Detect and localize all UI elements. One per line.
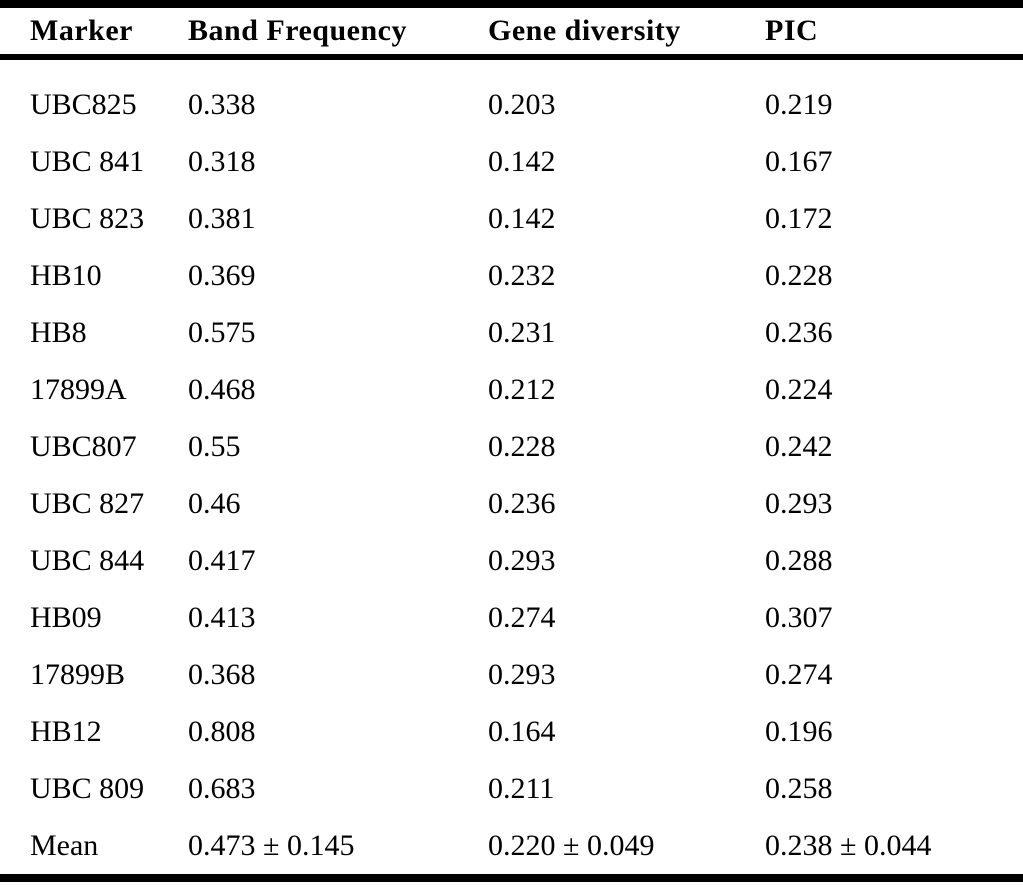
table-row: UBC825 0.338 0.203 0.219 <box>0 57 1023 133</box>
gene-diversity-cell: 0.142 <box>488 201 556 235</box>
table-row-mean: Mean 0.473 ± 0.145 0.220 ± 0.049 0.238 ±… <box>0 817 1023 878</box>
gene-diversity-cell: 0.293 <box>488 543 556 577</box>
pic-cell: 0.236 <box>765 315 833 349</box>
band-frequency-cell: 0.808 <box>188 714 256 748</box>
pic-cell: 0.288 <box>765 543 833 577</box>
gene-diversity-cell: 0.232 <box>488 258 556 292</box>
table-row: UBC 841 0.318 0.142 0.167 <box>0 133 1023 190</box>
table-row: UBC 823 0.381 0.142 0.172 <box>0 190 1023 247</box>
marker-cell: UBC807 <box>30 429 137 463</box>
marker-cell: Mean <box>30 828 99 862</box>
marker-cell: HB10 <box>30 258 102 292</box>
band-frequency-cell: 0.417 <box>188 543 256 577</box>
pic-cell: 0.219 <box>765 87 833 121</box>
table-row: HB10 0.369 0.232 0.228 <box>0 247 1023 304</box>
band-frequency-cell: 0.55 <box>188 429 241 463</box>
gene-diversity-cell: 0.231 <box>488 315 556 349</box>
gene-diversity-cell: 0.203 <box>488 87 556 121</box>
pic-cell: 0.238 ± 0.044 <box>765 828 932 862</box>
marker-cell: UBC825 <box>30 87 137 121</box>
pic-cell: 0.274 <box>765 657 833 691</box>
table-row: UBC 809 0.683 0.211 0.258 <box>0 760 1023 817</box>
band-frequency-cell: 0.338 <box>188 87 256 121</box>
pic-cell: 0.242 <box>765 429 833 463</box>
band-frequency-cell: 0.468 <box>188 372 256 406</box>
pic-cell: 0.172 <box>765 201 833 235</box>
marker-cell: UBC 827 <box>30 486 145 520</box>
gene-diversity-cell: 0.236 <box>488 486 556 520</box>
gene-diversity-cell: 0.142 <box>488 144 556 178</box>
gene-diversity-cell: 0.220 ± 0.049 <box>488 828 655 862</box>
band-frequency-cell: 0.575 <box>188 315 256 349</box>
marker-cell: HB09 <box>30 600 102 634</box>
marker-cell: 17899A <box>30 372 127 406</box>
gene-diversity-cell: 0.212 <box>488 372 556 406</box>
band-frequency-cell: 0.473 ± 0.145 <box>188 828 355 862</box>
pic-cell: 0.224 <box>765 372 833 406</box>
band-frequency-cell: 0.368 <box>188 657 256 691</box>
table-row: 17899B 0.368 0.293 0.274 <box>0 646 1023 703</box>
table-row: HB8 0.575 0.231 0.236 <box>0 304 1023 361</box>
marker-cell: UBC 809 <box>30 771 145 805</box>
column-header-gene-diversity: Gene diversity <box>488 4 765 60</box>
table-row: HB09 0.413 0.274 0.307 <box>0 589 1023 646</box>
gene-diversity-cell: 0.211 <box>488 771 555 805</box>
pic-cell: 0.228 <box>765 258 833 292</box>
column-header-marker: Marker <box>0 4 188 60</box>
table-row: UBC807 0.55 0.228 0.242 <box>0 418 1023 475</box>
header-row: Marker Band Frequency Gene diversity PIC <box>0 4 1023 60</box>
marker-cell: UBC 823 <box>30 201 145 235</box>
marker-cell: 17899B <box>30 657 126 691</box>
marker-cell: UBC 844 <box>30 543 145 577</box>
band-frequency-cell: 0.381 <box>188 201 256 235</box>
table-row: HB12 0.808 0.164 0.196 <box>0 703 1023 760</box>
table-row: UBC 827 0.46 0.236 0.293 <box>0 475 1023 532</box>
band-frequency-cell: 0.413 <box>188 600 256 634</box>
pic-cell: 0.167 <box>765 144 833 178</box>
marker-cell: HB12 <box>30 714 102 748</box>
pic-cell: 0.307 <box>765 600 833 634</box>
table-row: 17899A 0.468 0.212 0.224 <box>0 361 1023 418</box>
gene-diversity-cell: 0.228 <box>488 429 556 463</box>
marker-cell: UBC 841 <box>30 144 145 178</box>
pic-cell: 0.196 <box>765 714 833 748</box>
gene-diversity-cell: 0.274 <box>488 600 556 634</box>
band-frequency-cell: 0.46 <box>188 486 241 520</box>
gene-diversity-cell: 0.164 <box>488 714 556 748</box>
column-header-pic: PIC <box>765 4 1023 60</box>
pic-cell: 0.258 <box>765 771 833 805</box>
band-frequency-cell: 0.318 <box>188 144 256 178</box>
table-row: UBC 844 0.417 0.293 0.288 <box>0 532 1023 589</box>
band-frequency-cell: 0.683 <box>188 771 256 805</box>
marker-cell: HB8 <box>30 315 87 349</box>
gene-diversity-cell: 0.293 <box>488 657 556 691</box>
band-frequency-cell: 0.369 <box>188 258 256 292</box>
column-header-band-frequency: Band Frequency <box>188 4 488 60</box>
pic-cell: 0.293 <box>765 486 833 520</box>
